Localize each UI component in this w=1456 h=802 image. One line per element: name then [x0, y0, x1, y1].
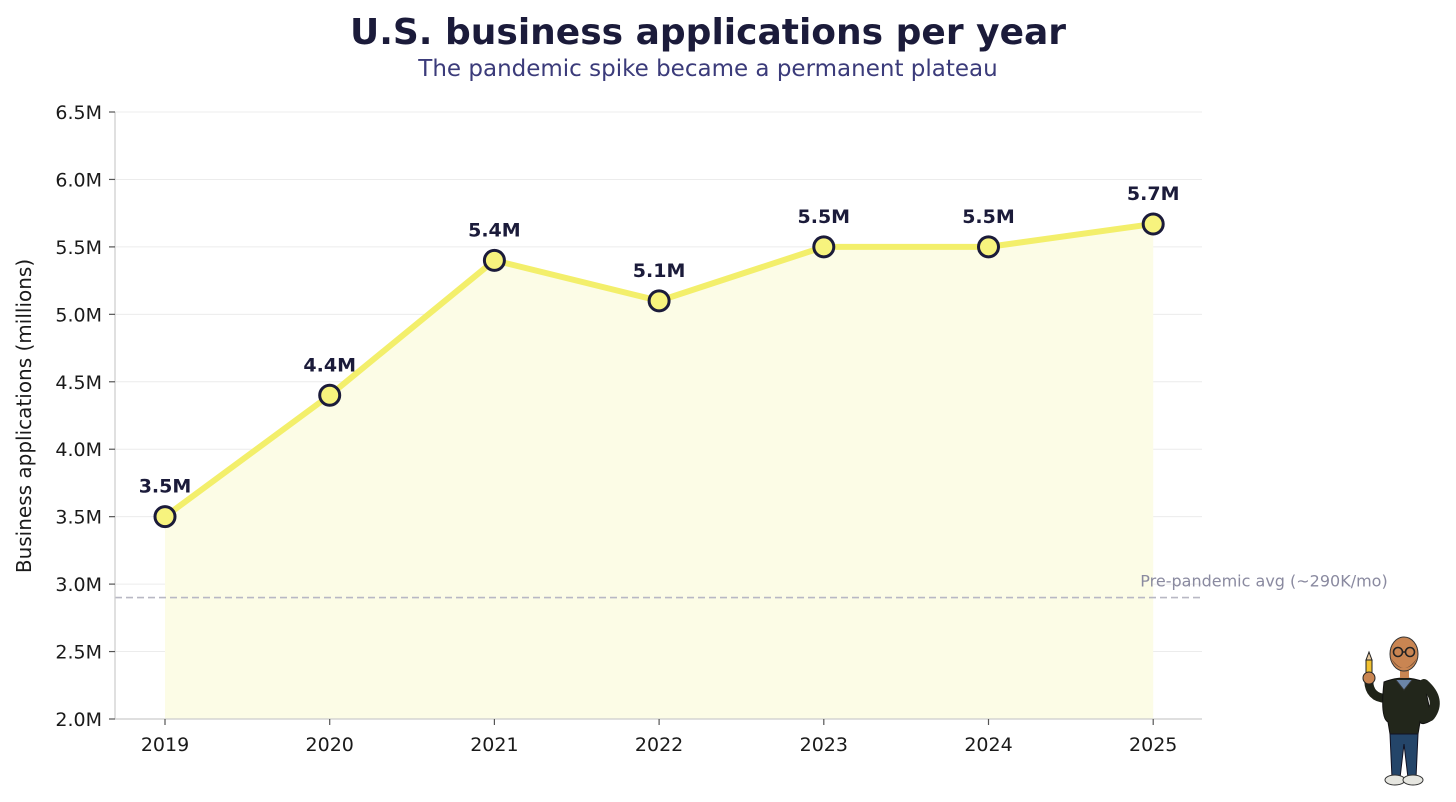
- x-tick-label: 2024: [964, 734, 1012, 756]
- y-tick-label: 5.5M: [55, 237, 102, 259]
- chart-title: U.S. business applications per year: [350, 12, 1066, 53]
- x-tick-label: 2019: [141, 734, 189, 756]
- y-tick-label: 2.0M: [55, 709, 102, 731]
- x-tick-label: 2025: [1129, 734, 1177, 756]
- y-axis-label: Business applications (millions): [12, 259, 36, 573]
- data-labels: 3.5M 4.4M 5.4M 5.1M 5.5M 5.5M 5.7M: [139, 183, 1180, 498]
- data-point: [1141, 212, 1165, 236]
- y-tick-label: 2.5M: [55, 642, 102, 664]
- data-point: [153, 505, 177, 529]
- x-tick-label: 2021: [470, 734, 518, 756]
- y-tick-label: 6.5M: [55, 102, 102, 124]
- y-tick-label: 5.0M: [55, 304, 102, 326]
- data-point: [318, 383, 342, 407]
- y-tick-label: 6.0M: [55, 169, 102, 191]
- chart-subtitle: The pandemic spike became a permanent pl…: [417, 56, 997, 82]
- data-label: 4.4M: [303, 354, 356, 376]
- x-axis-ticks: 2019 2020 2021 2022 2023 2024 2025: [141, 719, 1177, 756]
- y-tick-label: 4.5M: [55, 372, 102, 394]
- y-tick-label: 4.0M: [55, 439, 102, 461]
- reference-line-label: Pre-pandemic avg (~290K/mo): [1140, 572, 1387, 591]
- data-label: 5.4M: [468, 219, 521, 241]
- data-label: 5.1M: [633, 260, 686, 282]
- data-label: 3.5M: [139, 476, 192, 498]
- data-point: [647, 289, 671, 313]
- data-markers: [153, 212, 1165, 529]
- x-tick-label: 2022: [635, 734, 683, 756]
- data-label: 5.5M: [962, 206, 1015, 228]
- y-tick-label: 3.0M: [55, 574, 102, 596]
- person-holding-pencil-icon: [1362, 636, 1440, 786]
- y-tick-label: 3.5M: [55, 507, 102, 529]
- data-point: [977, 235, 1000, 259]
- data-label: 5.7M: [1127, 183, 1180, 205]
- x-tick-label: 2023: [800, 734, 848, 756]
- x-tick-label: 2020: [306, 734, 354, 756]
- area-fill: [165, 223, 1154, 720]
- data-point: [482, 248, 506, 272]
- y-axis-ticks: 2.0M 2.5M 3.0M 3.5M 4.0M 4.5M 5.0M 5.5M 6.0M 6.5M: [55, 102, 115, 731]
- data-point: [812, 235, 836, 259]
- data-label: 5.5M: [798, 206, 851, 228]
